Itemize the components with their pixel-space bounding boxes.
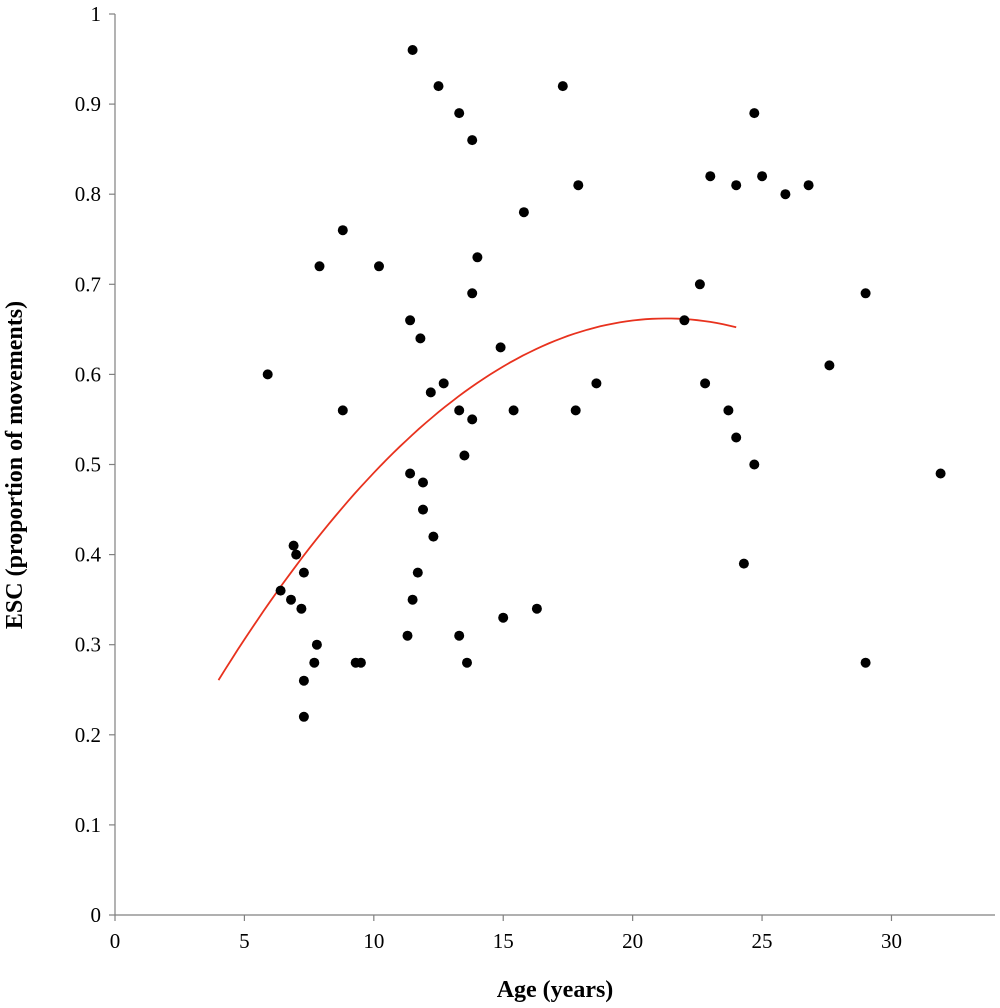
y-tick-label: 0.9 (75, 92, 101, 116)
data-point (679, 315, 690, 326)
data-point (425, 387, 436, 398)
data-point (723, 405, 734, 416)
data-point (472, 252, 483, 263)
points-layer (262, 45, 946, 722)
data-point (438, 378, 449, 389)
data-point (405, 315, 416, 326)
data-point (498, 612, 509, 623)
data-point (418, 477, 428, 488)
x-tick-label: 30 (881, 929, 902, 953)
data-point (296, 603, 307, 614)
data-point (275, 585, 286, 596)
y-axis-title: ESC (proportion of movements) (2, 301, 28, 629)
x-tick-label: 20 (622, 929, 643, 953)
x-tick-label: 10 (363, 929, 384, 953)
data-point (314, 261, 325, 272)
axes-layer: 00.10.20.30.40.50.60.70.80.910 5 10 15 20 25 3… (75, 2, 995, 953)
data-point (428, 531, 439, 542)
data-point (467, 414, 478, 425)
data-point (402, 630, 413, 641)
data-point (531, 603, 542, 614)
data-point (459, 450, 470, 461)
data-point (508, 405, 519, 416)
data-point (311, 639, 322, 650)
data-point (694, 279, 705, 290)
data-point (454, 405, 465, 416)
data-point (495, 342, 506, 353)
y-tick-label: 0.5 (75, 453, 101, 477)
data-point (935, 468, 946, 479)
data-point (705, 171, 716, 182)
data-point (860, 288, 871, 299)
data-point (433, 81, 444, 92)
x-tick-label: 25 (752, 929, 773, 953)
data-point (591, 378, 602, 389)
data-point (407, 45, 418, 55)
data-point (573, 180, 584, 191)
data-point (288, 540, 299, 551)
data-point (824, 360, 835, 371)
data-point (407, 594, 418, 605)
data-point (518, 207, 529, 218)
data-point (337, 225, 348, 236)
x-tick-label: 5 (239, 929, 250, 953)
x-tick-label: 15 (493, 929, 514, 953)
y-tick-label: 0.1 (75, 813, 101, 837)
data-point (731, 180, 742, 191)
data-point (286, 594, 296, 605)
y-tick-label: 1 (91, 2, 102, 26)
data-point (780, 189, 791, 200)
y-tick-label: 0.3 (75, 633, 101, 657)
data-point (749, 108, 760, 119)
data-point (454, 630, 465, 641)
data-point (454, 108, 465, 119)
data-point (462, 657, 472, 668)
data-point (262, 369, 273, 380)
fit-curve (217, 317, 737, 681)
y-tick-label: 0.8 (75, 182, 101, 206)
data-point (803, 180, 814, 191)
y-tick-label: 0 (91, 903, 102, 927)
y-tick-label: 0.4 (75, 543, 102, 567)
data-point (418, 504, 428, 515)
data-point (738, 558, 749, 569)
data-point (298, 675, 309, 686)
y-tick-label: 0.2 (75, 723, 101, 747)
data-point (298, 567, 309, 578)
data-point (467, 288, 478, 299)
data-point (557, 81, 568, 92)
x-axis-title: Age (years) (497, 977, 614, 1003)
data-point (749, 459, 760, 470)
data-point (374, 261, 384, 272)
data-point (731, 432, 742, 443)
data-point (291, 549, 302, 560)
data-point (467, 135, 478, 146)
y-tick-label: 0.7 (75, 272, 101, 296)
x-tick-label: 0 (110, 929, 121, 953)
fit-curve-layer (217, 317, 737, 681)
data-point (757, 171, 768, 182)
data-point (415, 333, 426, 344)
data-point (309, 657, 320, 668)
data-point (860, 657, 871, 668)
data-point (700, 378, 711, 389)
data-point (412, 567, 423, 578)
data-point (337, 405, 348, 416)
data-point (298, 711, 309, 722)
data-point (570, 405, 581, 416)
data-point (355, 657, 366, 668)
y-tick-label: 0.6 (75, 362, 101, 386)
data-point (405, 468, 416, 479)
